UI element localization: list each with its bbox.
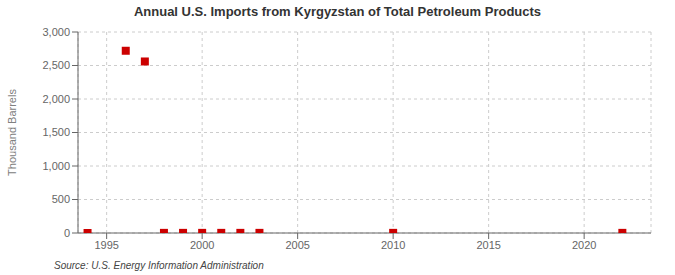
svg-text:1995: 1995: [94, 239, 118, 251]
html-text:Annual U.S. Imports from Kyrgy: Annual U.S. Imports from Kyrgyzstan of T…: [133, 4, 542, 19]
svg-text:1,000: 1,000: [42, 160, 70, 172]
svg-text:500: 500: [52, 193, 70, 205]
html-text:Source: U.S. Energy Informatio: Source: U.S. Energy Information Administ…: [54, 260, 264, 271]
svg-text:2,500: 2,500: [42, 59, 70, 71]
svg-text:Thousand Barrels: Thousand Barrels: [8, 89, 18, 176]
svg-text:2005: 2005: [285, 239, 309, 251]
svg-text:2010: 2010: [381, 239, 405, 251]
svg-text:0: 0: [64, 227, 70, 239]
svg-text:2,000: 2,000: [42, 93, 70, 105]
svg-text:2015: 2015: [476, 239, 500, 251]
svg-text:3,000: 3,000: [42, 26, 70, 38]
svg-text:2020: 2020: [572, 239, 596, 251]
svg-text:1,500: 1,500: [42, 126, 70, 138]
svg-text:2000: 2000: [190, 239, 214, 251]
